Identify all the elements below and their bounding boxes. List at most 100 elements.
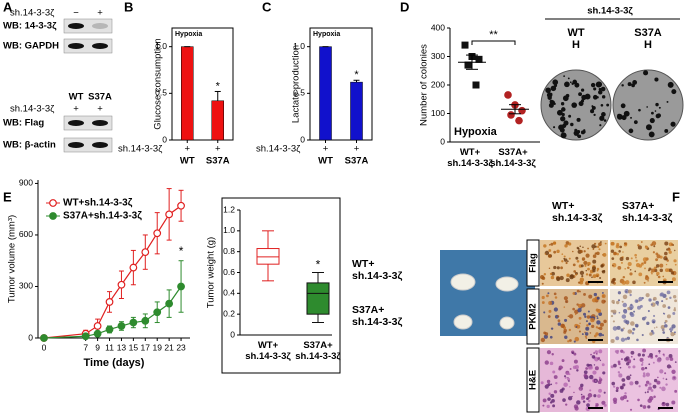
cell bbox=[548, 243, 551, 246]
x-tick-label: S37A+ sh.14-3-3ζ bbox=[295, 340, 341, 362]
cell bbox=[569, 339, 572, 342]
cell bbox=[619, 257, 624, 261]
cell bbox=[647, 280, 649, 282]
y-tick-label: 400 bbox=[431, 22, 445, 32]
cell bbox=[559, 275, 564, 281]
colony bbox=[656, 113, 662, 118]
colony bbox=[592, 94, 598, 100]
colony bbox=[666, 100, 669, 103]
band bbox=[68, 43, 84, 49]
cell bbox=[579, 245, 582, 247]
cell bbox=[652, 384, 657, 389]
cell bbox=[674, 389, 678, 393]
cell bbox=[595, 402, 597, 405]
point bbox=[177, 201, 185, 210]
row-tab bbox=[526, 239, 540, 287]
cell bbox=[639, 357, 644, 362]
colony bbox=[655, 102, 659, 107]
cell bbox=[668, 250, 672, 254]
cell bbox=[665, 402, 670, 407]
cell bbox=[543, 334, 548, 339]
cell bbox=[657, 304, 659, 306]
cell bbox=[548, 267, 551, 270]
cell bbox=[627, 289, 632, 294]
colony bbox=[600, 103, 604, 107]
cell bbox=[635, 259, 638, 262]
colony bbox=[630, 116, 632, 119]
cell bbox=[599, 359, 602, 362]
colony bbox=[563, 75, 566, 78]
cell bbox=[546, 383, 549, 387]
colony bbox=[556, 109, 563, 116]
y-tick-label: 0.5 bbox=[293, 88, 305, 98]
cell bbox=[664, 268, 669, 272]
cell bbox=[648, 267, 652, 271]
cell bbox=[556, 276, 561, 282]
cell bbox=[579, 277, 585, 282]
colony bbox=[582, 130, 586, 134]
point bbox=[153, 308, 162, 317]
cell bbox=[598, 327, 600, 329]
cell bbox=[586, 324, 589, 327]
cell bbox=[585, 253, 590, 258]
cell bbox=[630, 312, 635, 318]
cell bbox=[650, 329, 654, 333]
cell bbox=[589, 332, 592, 334]
cell bbox=[597, 394, 601, 398]
cell bbox=[589, 374, 594, 380]
cell bbox=[563, 375, 567, 378]
cell bbox=[649, 332, 653, 336]
cell bbox=[660, 292, 664, 297]
colony bbox=[667, 81, 674, 88]
x-tick-label: 13 bbox=[117, 342, 127, 352]
colony bbox=[593, 113, 596, 117]
cell bbox=[585, 273, 589, 276]
y-tick-label: 0 bbox=[230, 329, 235, 339]
cell bbox=[565, 261, 568, 265]
cell bbox=[563, 382, 568, 387]
cell bbox=[630, 350, 635, 355]
cell bbox=[664, 255, 667, 258]
cell bbox=[581, 257, 586, 261]
cell bbox=[629, 381, 634, 386]
cell bbox=[655, 354, 658, 358]
cell bbox=[598, 312, 603, 316]
cell bbox=[574, 336, 580, 342]
cell bbox=[622, 383, 626, 387]
cell bbox=[655, 264, 660, 268]
row-tab bbox=[526, 347, 540, 413]
cell bbox=[624, 267, 627, 270]
cell bbox=[587, 396, 590, 400]
colony bbox=[562, 95, 569, 102]
cell bbox=[637, 398, 640, 402]
column-label: S37A bbox=[634, 27, 662, 39]
cell bbox=[644, 391, 647, 394]
cell bbox=[617, 299, 621, 302]
cell bbox=[583, 373, 588, 378]
cell bbox=[659, 263, 664, 268]
cell bbox=[648, 382, 652, 386]
cell bbox=[638, 296, 643, 302]
point bbox=[461, 41, 469, 49]
colony bbox=[603, 119, 607, 122]
cell bbox=[585, 367, 589, 370]
cell bbox=[585, 320, 588, 323]
cell bbox=[561, 253, 564, 255]
cell bbox=[558, 365, 563, 370]
point bbox=[129, 263, 138, 272]
cell bbox=[588, 294, 593, 299]
cell bbox=[649, 352, 653, 357]
cell bbox=[549, 272, 553, 276]
colony bbox=[549, 92, 553, 96]
cell bbox=[621, 300, 624, 303]
cell bbox=[672, 311, 676, 315]
cell bbox=[610, 338, 615, 344]
row-mark: + bbox=[184, 144, 190, 155]
y-axis-label: Glucose consumption bbox=[153, 38, 164, 129]
cell bbox=[619, 366, 622, 369]
cell bbox=[616, 245, 618, 247]
cell bbox=[652, 361, 655, 364]
cell bbox=[577, 247, 580, 250]
cell bbox=[670, 330, 673, 333]
cell bbox=[637, 353, 641, 357]
